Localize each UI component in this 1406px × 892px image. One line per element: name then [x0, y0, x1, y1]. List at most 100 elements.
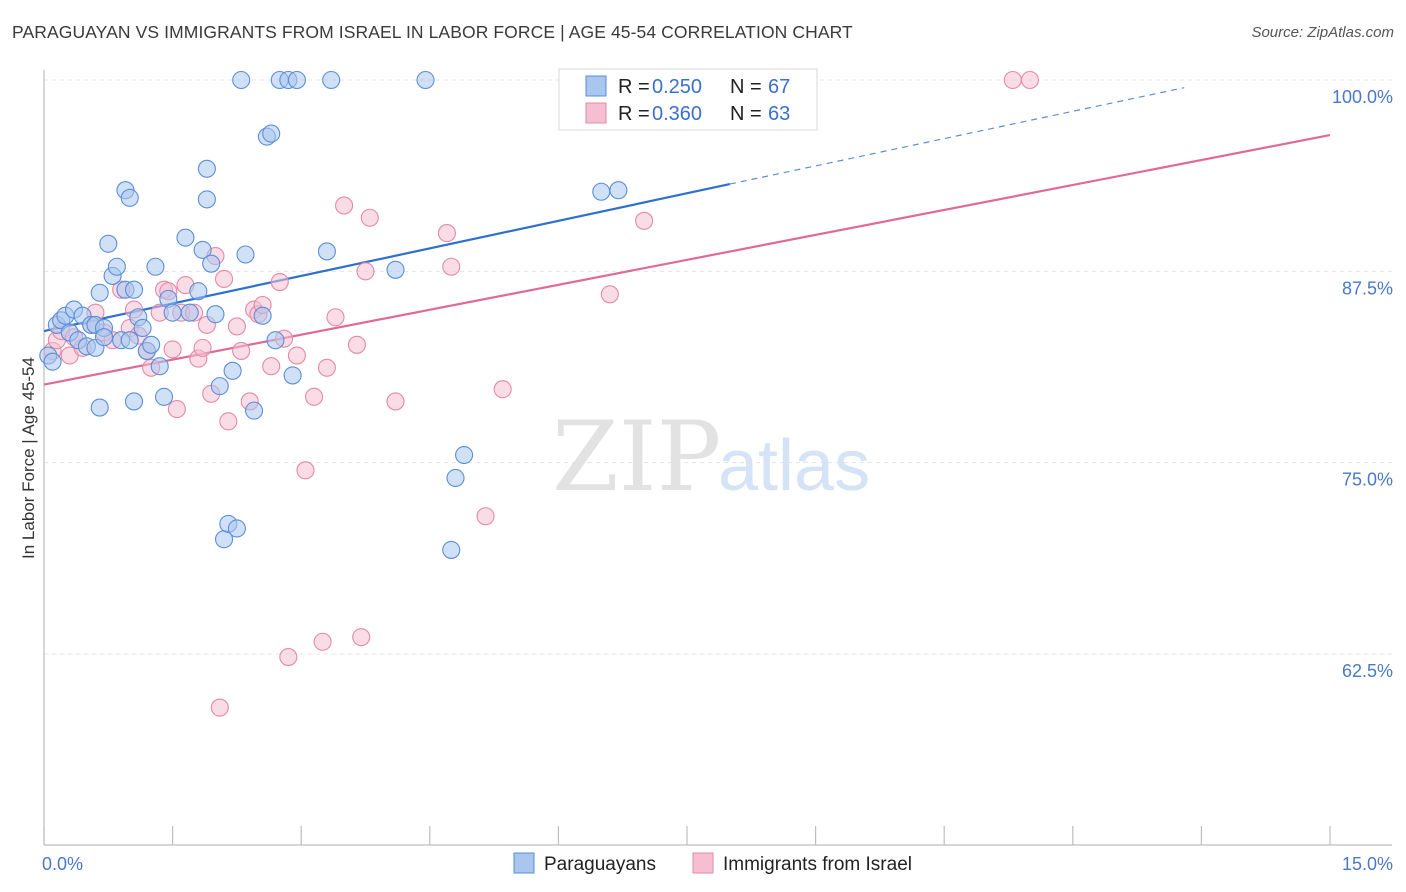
data-point-israel: [442, 257, 461, 276]
data-point-israel: [360, 208, 379, 227]
bottom-legend-swatch-israel: [692, 852, 714, 874]
data-point-israel: [493, 380, 512, 399]
data-point-paraguayans: [244, 401, 264, 420]
x-tick-label: 15.0%: [1342, 854, 1393, 874]
series-israel-points: [43, 70, 1039, 717]
data-point-paraguayans: [150, 357, 169, 376]
data-point-paraguayans: [386, 260, 405, 279]
data-point-israel: [210, 698, 229, 717]
data-point-paraguayans: [287, 70, 306, 90]
data-point-paraguayans: [206, 305, 225, 324]
data-point-paraguayans: [317, 242, 336, 261]
data-point-paraguayans: [592, 182, 611, 201]
data-point-paraguayans: [197, 159, 216, 178]
data-point-paraguayans: [163, 303, 182, 322]
data-point-israel: [270, 272, 289, 292]
data-point-paraguayans: [455, 445, 474, 465]
bottom-legend-swatch-paraguayans: [513, 852, 535, 874]
data-point-paraguayans: [197, 190, 216, 209]
data-point-israel: [317, 358, 336, 377]
data-point-israel: [296, 461, 315, 480]
data-point-paraguayans: [176, 228, 195, 247]
watermark-zip: ZIP: [552, 401, 721, 513]
y-tick-label: 100.0%: [1332, 87, 1393, 107]
data-point-israel: [635, 211, 654, 230]
x-tick-labels: 0.0% 15.0%: [42, 854, 1393, 874]
bottom-legend-israel: Immigrants from Israel: [723, 854, 912, 875]
data-point-paraguayans: [120, 188, 139, 207]
data-point-paraguayans: [43, 352, 62, 371]
trend-lines: [43, 87, 1331, 386]
data-point-israel: [352, 628, 371, 647]
data-point-israel: [167, 400, 186, 419]
trend-line-israel: [43, 134, 1331, 386]
data-point-israel: [386, 392, 405, 411]
data-point-israel: [232, 341, 251, 360]
gridlines: [44, 79, 1392, 655]
data-point-israel: [335, 196, 354, 215]
data-point-paraguayans: [442, 540, 461, 559]
data-point-israel: [600, 285, 619, 304]
legend-n-label: N =: [730, 76, 762, 98]
data-point-israel: [356, 262, 375, 281]
y-tick-label: 75.0%: [1342, 470, 1393, 490]
data-point-paraguayans: [133, 318, 152, 338]
data-point-paraguayans: [210, 377, 229, 396]
data-point-paraguayans: [94, 328, 114, 347]
y-tick-label: 62.5%: [1342, 661, 1393, 681]
data-point-paraguayans: [189, 282, 208, 301]
data-point-paraguayans: [142, 335, 161, 354]
data-point-paraguayans: [322, 70, 341, 90]
data-point-paraguayans: [266, 331, 285, 350]
data-point-paraguayans: [253, 306, 272, 325]
legend-r-value: 0.250: [652, 76, 702, 98]
data-point-israel: [313, 632, 332, 651]
data-point-israel: [163, 340, 182, 359]
data-point-israel: [326, 308, 345, 327]
legend-swatch-paraguayans: [585, 75, 607, 97]
data-point-paraguayans: [146, 257, 165, 276]
data-point-paraguayans: [180, 303, 199, 322]
x-axis-ticks: [43, 826, 1331, 845]
y-tick-labels: 100.0% 87.5% 75.0% 62.5%: [1332, 87, 1393, 681]
data-point-israel: [1020, 70, 1039, 90]
data-point-israel: [214, 269, 234, 289]
x-tick-label: 0.0%: [42, 854, 83, 874]
data-point-israel: [287, 346, 306, 365]
data-point-paraguayans: [262, 124, 281, 143]
data-point-paraguayans: [90, 398, 109, 417]
data-point-israel: [279, 648, 298, 667]
data-point-paraguayans: [99, 234, 118, 253]
legend-r-label: R =: [618, 103, 650, 125]
data-point-paraguayans: [416, 70, 435, 90]
data-point-paraguayans: [107, 257, 126, 276]
data-point-paraguayans: [202, 254, 221, 273]
series-paraguayans-points: [39, 70, 628, 559]
data-point-israel: [476, 507, 495, 526]
data-point-israel: [305, 387, 324, 406]
data-point-paraguayans: [236, 245, 255, 264]
data-point-israel: [219, 412, 238, 431]
chart-title: PARAGUAYAN VS IMMIGRANTS FROM ISRAEL IN …: [12, 22, 853, 42]
legend-n-value: 63: [768, 103, 790, 125]
data-point-paraguayans: [232, 70, 251, 90]
data-point-paraguayans: [120, 331, 139, 350]
watermark-atlas: atlas: [718, 426, 870, 506]
data-point-israel: [347, 335, 366, 354]
chart-source: Source: ZipAtlas.com: [1251, 24, 1394, 41]
legend-swatch-israel: [585, 102, 607, 124]
legend-r-value: 0.360: [652, 103, 702, 125]
data-point-paraguayans: [227, 519, 246, 538]
data-point-israel: [437, 224, 456, 243]
bottom-legend-paraguayans: Paraguayans: [544, 854, 656, 875]
legend-n-label: N =: [730, 103, 762, 125]
data-point-paraguayans: [609, 181, 628, 200]
legend-n-value: 67: [768, 76, 790, 98]
data-point-paraguayans: [446, 468, 465, 488]
y-tick-label: 87.5%: [1342, 278, 1393, 298]
data-point-paraguayans: [283, 366, 302, 385]
data-point-israel: [1003, 70, 1022, 90]
data-point-paraguayans: [90, 283, 109, 302]
trend-line-paraguayans-extension: [729, 87, 1185, 185]
